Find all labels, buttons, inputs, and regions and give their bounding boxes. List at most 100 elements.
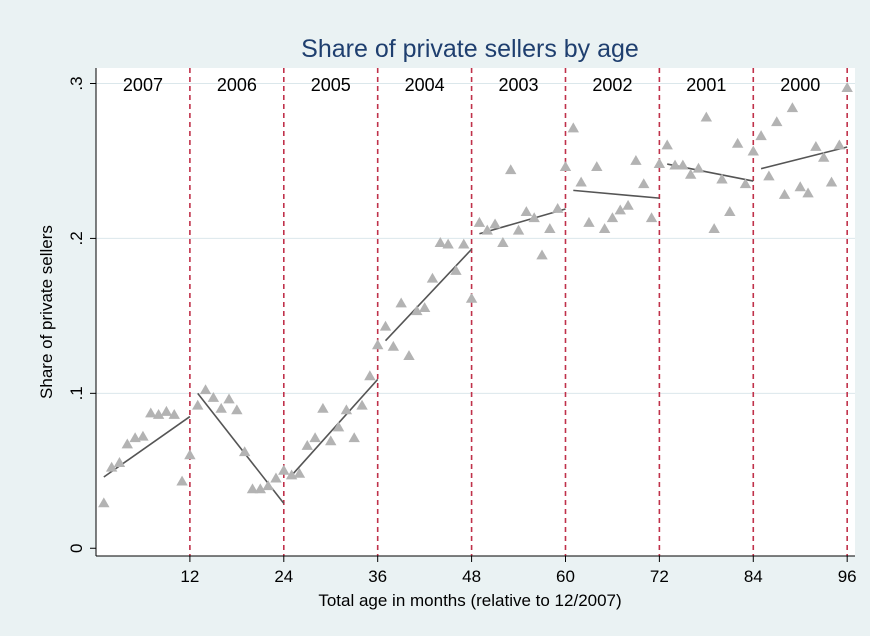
data-point [747,145,759,156]
data-point [520,206,533,216]
data-point [825,176,838,187]
fit-line-segment [479,208,566,235]
data-point [113,457,126,467]
x-tick-label: 48 [462,567,481,586]
data-point [598,223,611,234]
data-point [583,216,595,227]
data-point [215,402,227,413]
y-tick-label: 0 [67,544,86,553]
data-point [465,292,478,303]
data-point [340,404,353,415]
data-point [763,170,775,181]
data-point [160,405,173,416]
fit-line-segment [573,189,660,199]
x-axis-label: Total age in months (relative to 12/2007… [318,591,621,610]
fit-line-segment [291,378,379,476]
data-point [755,130,767,141]
data-point [739,178,752,189]
x-tick-label: 96 [838,567,857,586]
chart-title: Share of private sellers by age [301,35,639,63]
year-label: 2003 [499,75,539,95]
data-point [364,370,376,381]
data-point [238,446,251,457]
data-point [528,212,540,223]
x-tick-label: 60 [556,567,575,586]
data-point [293,467,306,478]
data-point [591,161,603,172]
data-point [489,218,501,229]
data-point [262,480,274,491]
data-point [567,122,580,133]
grid-layer [96,82,855,394]
year-label: 2000 [780,75,820,95]
data-point [207,391,220,402]
separator-layer [189,68,848,556]
data-point [309,432,321,443]
data-point [614,204,626,215]
data-point [692,162,705,173]
data-point [403,350,415,361]
data-point [677,159,689,170]
data-point [458,238,470,249]
data-point [395,297,407,308]
x-tick-label: 72 [650,567,669,586]
data-point [700,111,713,122]
data-point [192,399,204,410]
data-point [606,212,619,223]
data-point [270,472,282,483]
data-point [802,187,814,198]
data-point [371,339,384,350]
data-point [152,409,165,419]
data-point [379,320,392,331]
data-point [473,216,486,227]
data-point [638,178,650,189]
data-point [536,249,548,260]
plot-area [96,68,855,556]
data-point [708,223,720,234]
x-tick-label: 36 [368,567,387,586]
data-point [223,393,235,404]
data-point [426,272,439,283]
x-tick-label: 84 [744,567,763,586]
data-point [184,449,196,460]
year-label: 2002 [592,75,632,95]
y-tick-label: .1 [67,386,86,400]
data-point [418,302,431,313]
x-tick-label: 12 [180,567,199,586]
data-point [317,402,329,413]
x-tick-label: 24 [274,567,293,586]
data-point [105,461,118,472]
y-tick-label: .2 [67,231,86,245]
fit-line-segment [384,248,473,342]
data-point [145,407,157,418]
data-point [442,238,454,249]
fit-line-segment [760,146,848,170]
data-point [630,154,642,165]
data-point [199,384,212,395]
data-point [653,158,666,168]
data-point [818,151,830,162]
data-point [505,164,517,175]
data-point [559,161,572,172]
data-point [411,305,423,316]
data-point [176,475,188,486]
data-point [810,141,822,151]
data-point [325,435,337,446]
data-point [137,430,149,441]
data-point [278,464,290,475]
data-point [121,438,133,449]
data-point [575,176,587,187]
year-label: 2001 [686,75,726,95]
data-point [716,173,728,184]
data-point [841,82,853,93]
y-tick-label: .3 [67,76,86,90]
year-label: 2007 [123,75,163,95]
data-point [661,139,673,150]
data-point [497,237,509,247]
data-point [544,223,556,234]
data-point [622,199,634,210]
data-point [348,432,360,443]
data-point [731,137,744,148]
data-point [356,399,368,410]
